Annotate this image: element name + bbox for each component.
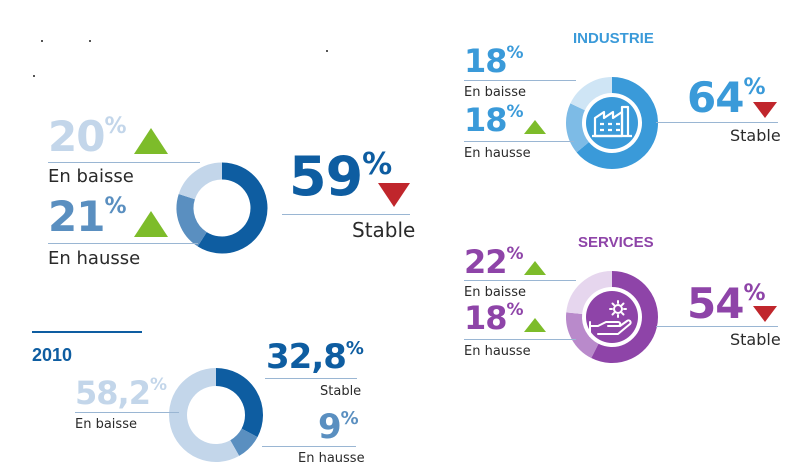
main-stable-number: 59 — [289, 145, 363, 208]
industrie-hausse-up-arrow-icon — [524, 120, 546, 134]
artifact-dot — [33, 75, 35, 77]
industrie-baisse-number: 18 — [464, 42, 508, 80]
percent-sign: % — [149, 375, 167, 395]
industrie-stable-divider — [656, 122, 778, 123]
y2010-stable-number: 32,8 — [266, 337, 347, 377]
services-stable-label: Stable — [730, 330, 781, 349]
main-stable-divider — [282, 214, 410, 215]
main-hausse-up-arrow-icon — [134, 211, 168, 237]
y2010-slice-stable — [215, 368, 263, 438]
y2010-hausse-value: 9% — [318, 407, 359, 447]
percent-sign: % — [743, 281, 765, 306]
y2010-hausse-label: En hausse — [298, 451, 365, 466]
y2010-hausse-divider — [262, 446, 356, 447]
industrie-slice-stable — [576, 77, 658, 169]
services-baisse-label: En baisse — [464, 285, 526, 300]
percent-sign: % — [104, 194, 126, 219]
main-hausse-number: 21 — [48, 192, 105, 241]
percent-sign: % — [743, 75, 765, 100]
services-baisse-number: 22 — [464, 243, 508, 281]
percent-sign: % — [104, 114, 126, 139]
services-stable-number: 54 — [687, 279, 744, 328]
main-slice-en-baisse — [178, 162, 223, 200]
industrie-baisse-label: En baisse — [464, 85, 526, 100]
percent-sign: % — [506, 244, 524, 264]
y2010-stable-divider — [265, 378, 357, 379]
y2010-hausse-number: 9 — [318, 407, 342, 447]
main-baisse-up-arrow-icon — [134, 128, 168, 154]
services-baisse-up-arrow-icon — [524, 261, 546, 275]
factory-icon — [592, 105, 632, 138]
services-stable-down-arrow-icon — [753, 306, 777, 322]
percent-sign: % — [506, 43, 524, 63]
industrie-baisse-value: 18% — [464, 42, 524, 80]
industrie-stable-value: 64% — [687, 73, 766, 122]
main-hausse-divider — [48, 243, 198, 244]
services-baisse-divider — [464, 280, 576, 281]
industrie-title: INDUSTRIE — [573, 30, 654, 47]
y2010-slice-en-baisse — [169, 368, 240, 462]
services-hausse-up-arrow-icon — [524, 318, 546, 332]
services-hausse-value: 18% — [464, 299, 524, 337]
main-slice-en-hausse — [176, 193, 208, 247]
services-stable-divider — [656, 326, 778, 327]
services-hausse-divider — [464, 339, 576, 340]
main-hausse-value: 21% — [48, 192, 127, 241]
artifact-dot — [41, 40, 43, 42]
services-center-disc — [586, 291, 638, 343]
percent-sign: % — [340, 408, 359, 429]
industrie-slice-en-hausse — [566, 103, 590, 153]
services-baisse-value: 22% — [464, 243, 524, 281]
percent-sign: % — [506, 102, 524, 122]
y2010-title: 2010 — [32, 345, 73, 365]
y2010-baisse-label: En baisse — [75, 417, 137, 432]
industrie-stable-number: 64 — [687, 73, 744, 122]
services-slice-en-hausse — [566, 312, 599, 359]
services-slice-en-baisse — [566, 271, 613, 315]
gear-hand-icon — [589, 300, 632, 337]
artifact-dot — [326, 50, 328, 52]
main-baisse-divider — [48, 162, 200, 163]
services-slice-stable — [591, 271, 658, 363]
main-hausse-label: En hausse — [48, 248, 141, 269]
main-baisse-number: 20 — [48, 112, 105, 161]
industrie-hausse-number: 18 — [464, 101, 508, 139]
y2010-baisse-divider — [75, 412, 179, 413]
industrie-stable-down-arrow-icon — [753, 102, 777, 118]
services-title: SERVICES — [578, 234, 654, 251]
y2010-slice-en-hausse — [229, 428, 258, 456]
y2010-stable-value: 32,8% — [266, 337, 364, 377]
main-slice-stable — [197, 162, 268, 254]
main-stable-value: 59% — [289, 145, 392, 208]
industrie-hausse-divider — [464, 141, 574, 142]
industrie-hausse-label: En hausse — [464, 146, 531, 161]
services-hausse-number: 18 — [464, 299, 508, 337]
main-baisse-value: 20% — [48, 112, 127, 161]
main-baisse-label: En baisse — [48, 166, 134, 187]
y2010-baisse-value: 58,2% — [75, 374, 167, 412]
percent-sign: % — [345, 338, 364, 359]
artifact-dot — [89, 40, 91, 42]
industrie-stable-label: Stable — [730, 126, 781, 145]
y2010-baisse-number: 58,2 — [75, 374, 151, 412]
percent-sign: % — [362, 147, 392, 182]
services-stable-value: 54% — [687, 279, 766, 328]
industrie-baisse-divider — [464, 80, 576, 81]
services-hausse-label: En hausse — [464, 344, 531, 359]
industrie-hausse-value: 18% — [464, 101, 524, 139]
main-stable-label: Stable — [352, 218, 416, 242]
main-stable-down-arrow-icon — [378, 183, 410, 207]
y2010-stable-label: Stable — [320, 384, 362, 399]
percent-sign: % — [506, 300, 524, 320]
y2010-title-rule — [32, 331, 142, 333]
industrie-slice-en-baisse — [570, 77, 613, 111]
